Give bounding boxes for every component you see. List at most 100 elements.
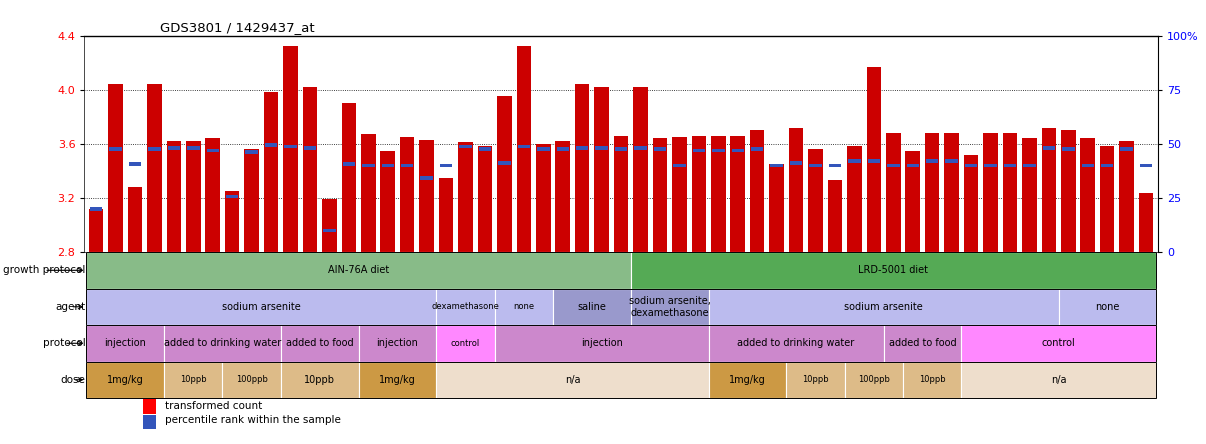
- Bar: [790, 161, 802, 165]
- Bar: [281, 361, 358, 398]
- Bar: [673, 163, 686, 167]
- Text: n/a: n/a: [1050, 375, 1066, 385]
- Bar: [847, 147, 862, 252]
- Bar: [556, 147, 569, 151]
- Text: dose: dose: [60, 375, 86, 385]
- Text: 1mg/kg: 1mg/kg: [730, 375, 766, 385]
- Bar: [654, 147, 666, 151]
- Bar: [361, 135, 375, 252]
- Bar: [168, 146, 180, 150]
- Bar: [556, 141, 570, 252]
- Bar: [87, 289, 437, 325]
- Bar: [808, 149, 822, 252]
- Bar: [925, 133, 939, 252]
- Bar: [829, 163, 841, 167]
- Bar: [614, 136, 628, 252]
- Bar: [109, 84, 123, 252]
- Bar: [709, 289, 1059, 325]
- Bar: [285, 145, 297, 148]
- Text: sodium arsenite: sodium arsenite: [222, 302, 300, 312]
- Bar: [535, 144, 551, 252]
- Bar: [596, 146, 608, 150]
- Text: 100ppb: 100ppb: [235, 375, 268, 384]
- Bar: [459, 145, 472, 148]
- Bar: [245, 149, 259, 252]
- Bar: [516, 46, 531, 252]
- Text: transformed count: transformed count: [165, 401, 262, 411]
- Text: growth protocol: growth protocol: [4, 266, 86, 275]
- Text: GDS3801 / 1429437_at: GDS3801 / 1429437_at: [159, 21, 315, 34]
- Bar: [595, 87, 609, 252]
- Bar: [712, 149, 725, 152]
- Bar: [205, 139, 219, 252]
- Text: 100ppb: 100ppb: [857, 375, 890, 384]
- Bar: [983, 133, 997, 252]
- Bar: [358, 325, 437, 361]
- Bar: [440, 163, 452, 167]
- Bar: [1003, 163, 1017, 167]
- Bar: [421, 176, 433, 179]
- Bar: [944, 133, 959, 252]
- Bar: [964, 155, 978, 252]
- Bar: [884, 325, 961, 361]
- Bar: [458, 143, 473, 252]
- Bar: [903, 361, 961, 398]
- Text: protocol: protocol: [42, 338, 86, 348]
- Bar: [1140, 163, 1152, 167]
- Bar: [87, 361, 164, 398]
- Bar: [907, 163, 919, 167]
- Bar: [731, 136, 745, 252]
- Bar: [87, 361, 1155, 398]
- Bar: [672, 137, 686, 252]
- Bar: [691, 136, 707, 252]
- Bar: [303, 87, 317, 252]
- Bar: [886, 133, 901, 252]
- Bar: [631, 252, 1155, 289]
- Bar: [771, 163, 783, 167]
- Bar: [554, 289, 631, 325]
- Bar: [186, 141, 200, 252]
- Bar: [90, 207, 103, 210]
- Bar: [906, 151, 920, 252]
- Bar: [575, 84, 590, 252]
- Bar: [517, 145, 531, 148]
- Bar: [479, 147, 491, 151]
- Bar: [615, 147, 627, 151]
- Text: added to drinking water: added to drinking water: [737, 338, 855, 348]
- Bar: [1100, 147, 1114, 252]
- Bar: [709, 325, 884, 361]
- Bar: [576, 146, 589, 150]
- Bar: [1062, 147, 1075, 151]
- Bar: [437, 361, 709, 398]
- Text: added to food: added to food: [889, 338, 956, 348]
- Bar: [304, 146, 316, 150]
- Bar: [343, 162, 355, 166]
- Bar: [224, 191, 240, 252]
- Bar: [692, 149, 706, 152]
- Text: 10ppb: 10ppb: [919, 375, 946, 384]
- Bar: [87, 325, 1155, 361]
- Bar: [265, 143, 277, 147]
- Bar: [750, 130, 765, 252]
- Bar: [1138, 193, 1153, 252]
- Bar: [166, 141, 181, 252]
- Text: added to drinking water: added to drinking water: [164, 338, 281, 348]
- Bar: [437, 289, 494, 325]
- Bar: [246, 150, 258, 154]
- Bar: [1059, 289, 1155, 325]
- Bar: [844, 361, 903, 398]
- Bar: [87, 325, 164, 361]
- Bar: [478, 147, 492, 252]
- Bar: [147, 84, 162, 252]
- Bar: [323, 229, 335, 232]
- Bar: [961, 325, 1155, 361]
- Bar: [148, 147, 160, 151]
- Bar: [129, 162, 141, 166]
- Bar: [87, 289, 1155, 325]
- Bar: [400, 137, 415, 252]
- Bar: [848, 159, 861, 163]
- Bar: [961, 361, 1155, 398]
- Bar: [164, 361, 222, 398]
- Bar: [87, 252, 1155, 289]
- Bar: [946, 159, 958, 163]
